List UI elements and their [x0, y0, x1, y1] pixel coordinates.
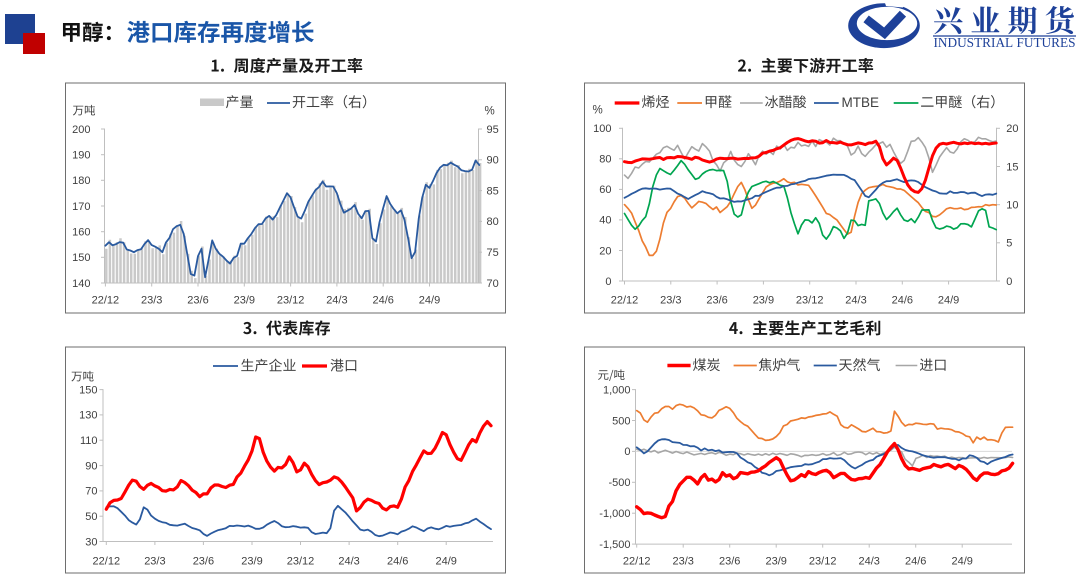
svg-text:23/9: 23/9: [765, 556, 786, 568]
svg-text:150: 150: [72, 252, 90, 264]
svg-text:24/9: 24/9: [435, 556, 456, 568]
svg-text:170: 170: [72, 201, 90, 213]
svg-text:23/6: 23/6: [706, 295, 727, 307]
svg-text:24/6: 24/6: [892, 295, 913, 307]
svg-text:24/3: 24/3: [858, 556, 879, 568]
svg-text:20: 20: [1006, 123, 1018, 135]
svg-text:23/9: 23/9: [753, 295, 774, 307]
svg-text:0: 0: [1006, 276, 1012, 288]
svg-text:24/3: 24/3: [845, 295, 866, 307]
svg-text:70: 70: [487, 278, 499, 290]
svg-text:23/3: 23/3: [144, 556, 165, 568]
svg-text:90: 90: [487, 155, 499, 167]
svg-text:23/3: 23/3: [141, 295, 162, 307]
svg-text:140: 140: [72, 278, 90, 290]
svg-text:24/6: 24/6: [905, 556, 926, 568]
svg-text:20: 20: [599, 245, 611, 257]
svg-text:0: 0: [605, 276, 611, 288]
svg-text:%: %: [593, 105, 603, 117]
svg-text:70: 70: [85, 486, 97, 498]
svg-text:90: 90: [85, 460, 97, 472]
svg-text:23/3: 23/3: [660, 295, 681, 307]
svg-text:-500: -500: [608, 477, 630, 489]
svg-text:190: 190: [72, 150, 90, 162]
svg-text:24/3: 24/3: [326, 295, 347, 307]
svg-text:23/6: 23/6: [193, 556, 214, 568]
svg-text:80: 80: [599, 154, 611, 166]
svg-text:100: 100: [593, 123, 611, 135]
svg-text:%: %: [485, 106, 495, 118]
svg-text:50: 50: [85, 511, 97, 523]
svg-text:24/6: 24/6: [387, 556, 408, 568]
svg-text:60: 60: [599, 184, 611, 196]
svg-text:75: 75: [487, 247, 499, 259]
svg-text:180: 180: [72, 175, 90, 187]
svg-text:23/12: 23/12: [796, 295, 824, 307]
svg-text:160: 160: [72, 227, 90, 239]
svg-text:-1,500: -1,500: [599, 539, 630, 551]
svg-text:22/12: 22/12: [611, 295, 639, 307]
svg-text:200: 200: [72, 124, 90, 136]
svg-text:22/12: 22/12: [93, 556, 121, 568]
svg-text:23/12: 23/12: [287, 556, 315, 568]
svg-text:-1,000: -1,000: [599, 508, 630, 520]
svg-text:5: 5: [1006, 238, 1012, 250]
svg-text:23/6: 23/6: [719, 556, 740, 568]
svg-text:30: 30: [85, 536, 97, 548]
svg-text:150: 150: [79, 384, 97, 396]
svg-text:80: 80: [487, 216, 499, 228]
svg-text:24/9: 24/9: [951, 556, 972, 568]
svg-text:24/6: 24/6: [372, 295, 393, 307]
svg-text:130: 130: [79, 410, 97, 422]
svg-text:10: 10: [1006, 200, 1018, 212]
svg-text:24/9: 24/9: [938, 295, 959, 307]
svg-text:22/12: 22/12: [92, 295, 120, 307]
svg-text:1,000: 1,000: [603, 384, 631, 396]
svg-text:22/12: 22/12: [623, 556, 651, 568]
svg-text:40: 40: [599, 215, 611, 227]
svg-text:23/12: 23/12: [809, 556, 837, 568]
svg-text:24/9: 24/9: [419, 295, 440, 307]
svg-text:23/6: 23/6: [187, 295, 208, 307]
svg-text:23/12: 23/12: [277, 295, 305, 307]
svg-text:23/9: 23/9: [241, 556, 262, 568]
svg-text:23/3: 23/3: [672, 556, 693, 568]
svg-text:95: 95: [487, 124, 499, 136]
svg-text:15: 15: [1006, 161, 1018, 173]
svg-text:24/3: 24/3: [338, 556, 359, 568]
svg-text:23/9: 23/9: [234, 295, 255, 307]
svg-text:500: 500: [612, 415, 630, 427]
svg-text:110: 110: [80, 435, 98, 447]
svg-text:85: 85: [487, 185, 499, 197]
svg-text:MTBE: MTBE: [842, 95, 880, 110]
svg-text:INDUSTRIAL FUTURES: INDUSTRIAL FUTURES: [934, 35, 1076, 50]
svg-text:0: 0: [624, 446, 630, 458]
